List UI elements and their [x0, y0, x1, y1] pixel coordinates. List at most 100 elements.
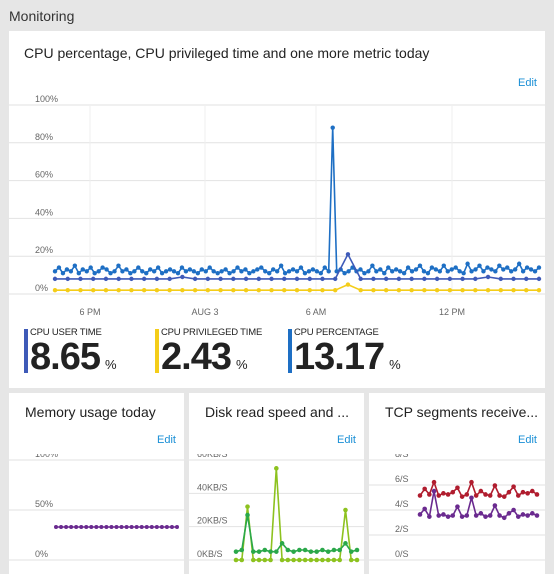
- data-point: [207, 265, 212, 270]
- memory-edit-link[interactable]: Edit: [157, 434, 176, 446]
- data-point: [154, 288, 160, 293]
- y-tick-label: 6/S: [395, 474, 409, 484]
- data-point: [231, 288, 236, 293]
- data-point: [310, 267, 316, 272]
- data-point: [434, 288, 440, 293]
- data-point: [243, 276, 249, 282]
- y-tick-label: 0/S: [395, 549, 409, 559]
- data-point: [68, 269, 74, 274]
- data-point: [318, 271, 324, 276]
- disk-tile[interactable]: Disk read speed and ... Edit 60KB/S 40KB/…: [189, 393, 364, 574]
- y-tick-label: 60%: [35, 170, 53, 180]
- data-point: [231, 276, 236, 282]
- data-point: [390, 269, 395, 274]
- data-point: [473, 513, 479, 518]
- data-point: [84, 525, 89, 529]
- data-point: [203, 269, 208, 274]
- data-point: [497, 493, 502, 498]
- data-point: [320, 547, 325, 553]
- data-point: [483, 492, 488, 497]
- data-point: [245, 504, 250, 509]
- data-point: [250, 549, 256, 554]
- data-point: [320, 557, 325, 563]
- data-point: [60, 271, 66, 276]
- data-point: [422, 288, 427, 293]
- data-point: [54, 525, 58, 529]
- data-point: [136, 265, 141, 270]
- data-point: [256, 549, 262, 554]
- data-point: [247, 271, 252, 276]
- data-point: [378, 267, 383, 272]
- data-point: [497, 513, 502, 518]
- data-point: [417, 512, 423, 517]
- data-point: [269, 288, 274, 293]
- data-point: [167, 276, 172, 282]
- data-point: [211, 269, 216, 274]
- data-point: [520, 489, 526, 495]
- data-point: [279, 557, 285, 563]
- data-point: [132, 269, 137, 274]
- data-point: [308, 549, 314, 554]
- data-point: [91, 276, 96, 282]
- data-point: [437, 269, 443, 274]
- section-title: Monitoring: [9, 8, 75, 24]
- disk-edit-link[interactable]: Edit: [337, 434, 356, 446]
- cpu-edit-link[interactable]: Edit: [518, 77, 537, 89]
- data-point: [501, 267, 506, 272]
- data-point: [433, 267, 439, 272]
- series-line-1: [235, 514, 358, 553]
- data-point: [493, 269, 498, 274]
- data-point: [436, 513, 442, 518]
- data-point: [473, 288, 478, 293]
- data-point: [362, 271, 367, 276]
- data-point: [516, 261, 522, 266]
- data-point: [79, 525, 84, 529]
- data-point: [88, 265, 93, 270]
- cpu-tile[interactable]: CPU percentage, CPU privileged time and …: [9, 31, 545, 388]
- data-point: [92, 271, 97, 276]
- data-point: [159, 525, 164, 529]
- data-point: [167, 288, 172, 293]
- data-point: [478, 488, 484, 494]
- data-point: [139, 525, 144, 529]
- data-point: [72, 263, 78, 268]
- metric-unit: %: [104, 357, 117, 372]
- tcp-edit-link[interactable]: Edit: [518, 434, 537, 446]
- data-point: [52, 269, 58, 274]
- tcp-chart: 8/S 6/S 4/S 2/S 0/S: [369, 454, 545, 561]
- data-point: [183, 269, 189, 274]
- data-point: [119, 525, 124, 529]
- data-point: [422, 506, 427, 512]
- data-point: [282, 271, 288, 276]
- data-point: [506, 511, 512, 516]
- data-point: [445, 269, 450, 274]
- data-point: [69, 525, 74, 529]
- data-point: [192, 276, 198, 282]
- tcp-tile[interactable]: TCP segments receive... Edit 8/S 6/S 4/S 2/…: [369, 393, 545, 574]
- data-point: [515, 514, 521, 519]
- data-point: [469, 269, 474, 274]
- data-point: [256, 276, 261, 282]
- data-point: [453, 265, 458, 270]
- tcp-tile-title: TCP segments receive...: [385, 404, 539, 420]
- data-point: [108, 271, 113, 276]
- data-point: [96, 269, 101, 274]
- data-point: [148, 267, 153, 272]
- data-point: [169, 525, 174, 529]
- memory-tile[interactable]: Memory usage today Edit 100% 50% 0%: [9, 393, 184, 574]
- data-point: [530, 511, 535, 516]
- metric-unit: %: [235, 357, 248, 372]
- data-point: [297, 557, 302, 563]
- metric-unit: %: [389, 357, 401, 372]
- data-point: [464, 513, 470, 518]
- data-point: [460, 288, 465, 293]
- data-point: [294, 276, 300, 282]
- disk-tile-title: Disk read speed and ...: [205, 404, 349, 420]
- data-point: [239, 269, 244, 274]
- data-point: [290, 267, 296, 272]
- data-point: [473, 493, 479, 498]
- data-point: [64, 267, 70, 272]
- data-point: [498, 288, 503, 293]
- data-point: [331, 547, 337, 553]
- data-point: [134, 525, 139, 529]
